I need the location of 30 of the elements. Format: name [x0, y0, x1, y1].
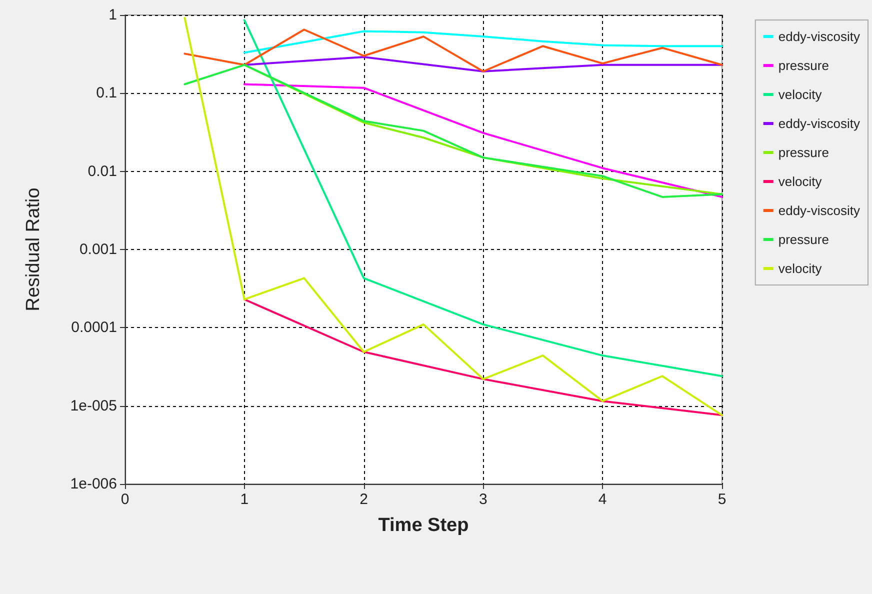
x-tick-label: 1	[240, 491, 249, 508]
line-series	[243, 30, 723, 54]
legend-label: velocity	[778, 261, 822, 276]
x-axis-title: Time Step	[378, 515, 469, 536]
x-tick-label: 2	[360, 491, 368, 508]
legend-label: eddy-viscosity	[778, 29, 860, 44]
legend-label: velocity	[778, 87, 822, 102]
line-series	[243, 298, 723, 416]
line-series	[184, 16, 723, 416]
y-tick-label: 1	[108, 6, 117, 24]
line-series	[184, 28, 723, 72]
y-tick-label: 0.0001	[71, 319, 117, 336]
y-axis-title: Residual Ratio	[23, 188, 44, 312]
legend-label: eddy-viscosity	[778, 116, 860, 131]
y-tick-label: 0.1	[96, 84, 117, 102]
y-tick-label: 1e-005	[70, 397, 117, 414]
y-tick-label: 1e-006	[70, 476, 117, 492]
y-tick-label: 0.01	[88, 162, 117, 180]
x-tick-label: 0	[120, 491, 130, 508]
line-series	[243, 83, 723, 198]
legend-label: pressure	[778, 145, 829, 160]
legend-label: eddy-viscosity	[778, 203, 860, 218]
x-tick-label: 5	[718, 491, 726, 508]
legend-label: velocity	[778, 174, 822, 189]
y-tick-label: 0.001	[79, 241, 117, 258]
x-tick-label: 4	[598, 491, 607, 508]
line-series	[243, 19, 723, 378]
legend-label: pressure	[778, 58, 829, 73]
legend-label: pressure	[778, 232, 829, 247]
x-tick-label: 3	[479, 491, 488, 508]
